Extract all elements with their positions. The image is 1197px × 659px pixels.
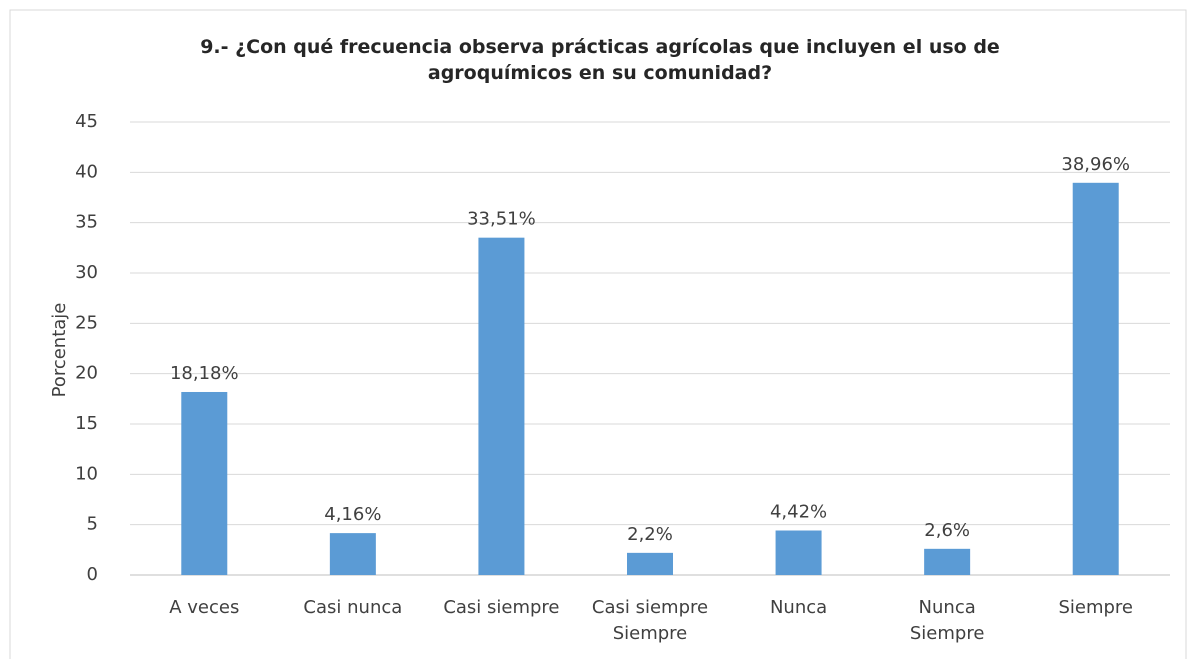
x-tick-label: Nunca <box>770 597 827 618</box>
x-tick-label: A veces <box>169 597 239 618</box>
y-tick-label: 5 <box>87 514 98 535</box>
bar <box>627 552 673 575</box>
bar <box>478 237 525 575</box>
y-tick-label: 15 <box>75 413 98 434</box>
x-tick-label: Nunca Siempre <box>910 597 985 644</box>
bar <box>924 548 971 575</box>
bar <box>1072 182 1119 575</box>
x-tick-label: Casi nunca <box>303 597 402 618</box>
x-tick-label: Siempre <box>1058 597 1133 618</box>
chart-title: 9.- ¿Con qué frecuencia observa práctica… <box>200 36 1000 84</box>
data-label: 33,51% <box>467 209 536 230</box>
bar <box>329 533 376 575</box>
bar <box>181 391 228 575</box>
y-tick-label: 45 <box>75 111 98 132</box>
x-tick-label: Casi siempre <box>443 597 559 618</box>
bar <box>775 530 822 575</box>
y-tick-label: 25 <box>75 312 98 333</box>
data-label: 18,18% <box>170 363 239 384</box>
data-label: 38,96% <box>1061 154 1130 175</box>
data-label: 2,2% <box>627 524 673 545</box>
y-tick-label: 10 <box>75 463 98 484</box>
data-label: 2,6% <box>924 520 970 541</box>
y-tick-label: 0 <box>87 564 98 585</box>
y-tick-label: 35 <box>75 212 98 233</box>
x-tick-label: Casi siempre Siempre <box>592 597 708 644</box>
y-tick-label: 20 <box>75 363 98 384</box>
data-label: 4,42% <box>770 502 827 523</box>
y-tick-label: 30 <box>75 262 98 283</box>
data-label: 4,16% <box>324 504 381 525</box>
y-tick-label: 40 <box>75 161 98 182</box>
y-axis-title: Porcentaje <box>49 303 70 398</box>
